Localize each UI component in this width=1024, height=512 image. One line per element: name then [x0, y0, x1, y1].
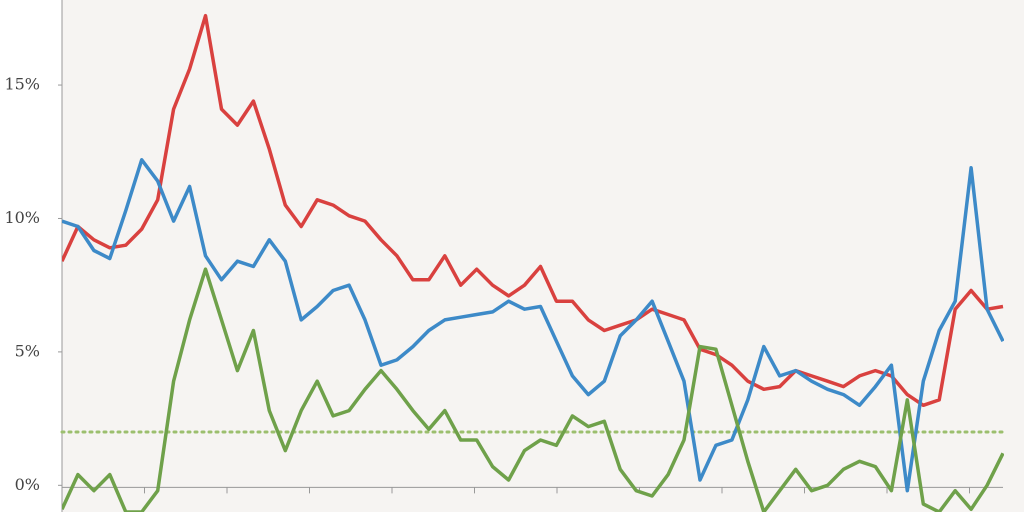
- y-tick-label: 0%: [15, 475, 40, 494]
- y-tick-label: 15%: [4, 75, 40, 94]
- plot-lines: [62, 13, 1004, 512]
- y-tick-label: 10%: [4, 208, 40, 227]
- plot-background: [62, 0, 1024, 512]
- series-line: [62, 13, 1004, 408]
- series-line: [62, 158, 1004, 493]
- series-line: [62, 267, 1004, 512]
- y-tick-label: 5%: [15, 341, 40, 360]
